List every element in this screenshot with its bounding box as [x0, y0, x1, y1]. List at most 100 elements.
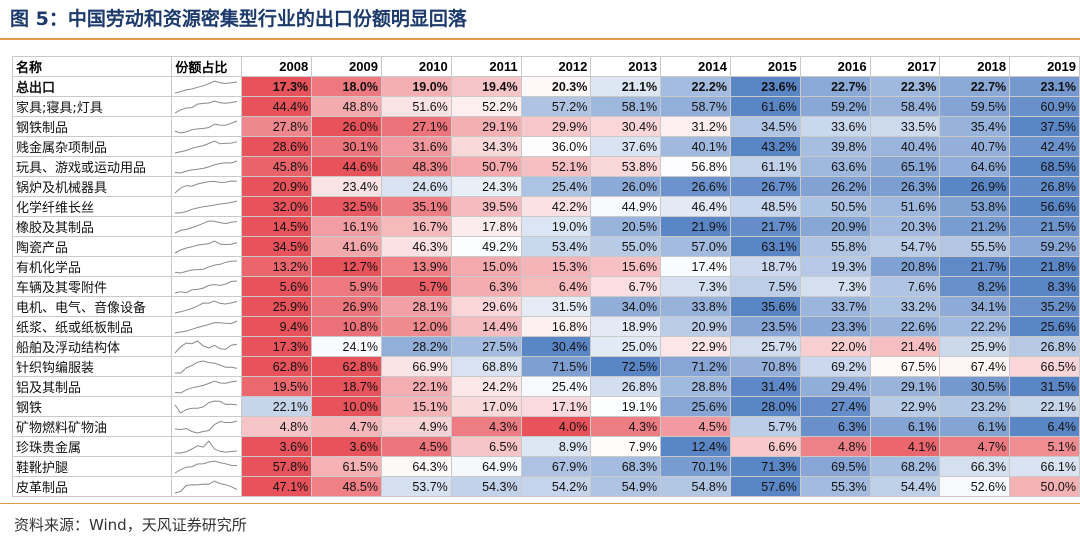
value-cell: 66.3%: [939, 456, 1011, 477]
value-cell: 3.6%: [311, 436, 382, 457]
value-cell: 5.7%: [729, 416, 801, 437]
table-row: 锅炉及机械器具 20.9% 23.4% 24.6% 24.3% 25.4% 26.0% 26.…: [11, 176, 1080, 197]
value-cell: 15.1%: [380, 396, 452, 417]
value-cell: 70.8%: [729, 356, 801, 377]
sparkline-cell: [171, 276, 243, 297]
header-year: 2013: [590, 56, 662, 77]
sparkline: [175, 179, 238, 193]
row-name: 有机化学品: [11, 256, 173, 277]
value-cell: 37.6%: [590, 136, 662, 157]
header-year: 2008: [241, 56, 313, 77]
value-cell: 29.1%: [869, 376, 941, 397]
value-cell: 33.8%: [660, 296, 731, 317]
value-cell: 22.7%: [939, 76, 1011, 97]
value-cell: 66.1%: [1009, 456, 1080, 477]
value-cell: 34.5%: [729, 116, 801, 137]
row-name: 车辆及其零附件: [11, 276, 173, 297]
table-row: 鞋靴护腿 57.8% 61.5% 64.3% 64.9% 67.9% 68.3% 70.1% 7…: [11, 456, 1080, 477]
value-cell: 29.9%: [520, 116, 592, 137]
row-name: 矿物燃料矿物油: [11, 416, 173, 437]
header-year: 2018: [939, 56, 1011, 77]
sparkline-cell: [171, 476, 243, 497]
value-cell: 13.2%: [241, 256, 313, 277]
value-cell: 12.4%: [660, 436, 731, 457]
value-cell: 10.0%: [311, 396, 382, 417]
value-cell: 39.8%: [799, 136, 871, 157]
value-cell: 20.9%: [799, 216, 871, 237]
source-note: 资料来源：Wind，天风证券研究所: [14, 516, 247, 534]
value-cell: 5.6%: [241, 276, 313, 297]
value-cell: 21.4%: [869, 336, 941, 357]
value-cell: 72.5%: [590, 356, 662, 377]
sparkline-path: [175, 479, 238, 493]
value-cell: 62.8%: [311, 356, 382, 377]
value-cell: 68.2%: [869, 456, 941, 477]
value-cell: 23.6%: [729, 76, 801, 97]
sparkline: [175, 439, 238, 453]
value-cell: 50.7%: [450, 156, 522, 177]
value-cell: 31.2%: [660, 116, 731, 137]
bottom-rule: [0, 503, 1080, 504]
value-cell: 59.2%: [1009, 236, 1080, 257]
value-cell: 53.8%: [590, 156, 662, 177]
export-share-table: 名称 份额占比 2008 2009 2010 2011 2012 2013 2014 2015 20…: [11, 56, 1080, 497]
sparkline-path: [175, 320, 238, 333]
value-cell: 25.9%: [939, 336, 1011, 357]
header-year: 2011: [450, 56, 522, 77]
value-cell: 34.1%: [939, 296, 1011, 317]
value-cell: 23.1%: [1009, 76, 1080, 97]
value-cell: 54.8%: [660, 476, 731, 497]
value-cell: 54.9%: [590, 476, 662, 497]
table-row: 贱金属杂项制品 28.6% 30.1% 31.6% 34.3% 36.0% 37.6% 40.…: [11, 136, 1080, 157]
value-cell: 60.9%: [1009, 96, 1080, 117]
value-cell: 41.6%: [311, 236, 382, 257]
value-cell: 52.2%: [450, 96, 522, 117]
value-cell: 19.1%: [590, 396, 662, 417]
value-cell: 63.6%: [799, 156, 871, 177]
value-cell: 20.3%: [520, 76, 592, 97]
header-year: 2017: [869, 56, 941, 77]
value-cell: 52.6%: [939, 476, 1011, 497]
sparkline-cell: [171, 336, 243, 357]
value-cell: 25.6%: [1009, 316, 1080, 337]
total-row: 总出口 17.3% 18.0% 19.0% 19.4% 20.3% 21.1% 22.2% 23…: [11, 76, 1080, 97]
sparkline-path: [175, 79, 238, 93]
value-cell: 66.9%: [380, 356, 452, 377]
value-cell: 61.6%: [729, 96, 801, 117]
value-cell: 6.4%: [520, 276, 592, 297]
value-cell: 8.3%: [1009, 276, 1080, 297]
value-cell: 22.0%: [799, 336, 871, 357]
sparkline: [175, 380, 238, 394]
value-cell: 18.0%: [311, 76, 382, 97]
value-cell: 22.1%: [1009, 396, 1080, 417]
sparkline: [175, 120, 238, 134]
value-cell: 15.6%: [590, 256, 662, 277]
value-cell: 64.9%: [450, 456, 522, 477]
value-cell: 46.4%: [660, 196, 731, 217]
value-cell: 4.1%: [869, 436, 941, 457]
table-row: 铝及其制品 19.5% 18.7% 22.1% 24.2% 25.4% 26.8% 28.8%…: [11, 376, 1080, 397]
value-cell: 4.7%: [939, 436, 1011, 457]
row-name: 陶瓷产品: [11, 236, 173, 257]
value-cell: 6.7%: [590, 276, 662, 297]
table-row: 橡胶及其制品 14.5% 16.1% 16.7% 17.8% 19.0% 20.5% 21.9…: [11, 216, 1080, 237]
value-cell: 22.3%: [869, 76, 941, 97]
sparkline-cell: [171, 396, 243, 417]
value-cell: 17.0%: [450, 396, 522, 417]
value-cell: 48.5%: [729, 196, 801, 217]
row-name: 钢铁制品: [11, 116, 173, 137]
value-cell: 55.8%: [799, 236, 871, 257]
header-row: 名称 份额占比 2008 2009 2010 2011 2012 2013 2014 2015 20…: [11, 56, 1080, 77]
sparkline: [175, 479, 238, 493]
value-cell: 7.6%: [869, 276, 941, 297]
value-cell: 33.5%: [869, 116, 941, 137]
value-cell: 37.5%: [1009, 116, 1080, 137]
header-year: 2016: [799, 56, 871, 77]
value-cell: 5.1%: [1009, 436, 1080, 457]
value-cell: 4.8%: [241, 416, 313, 437]
row-name: 针织钩编服装: [11, 356, 173, 377]
value-cell: 19.5%: [241, 376, 313, 397]
sparkline-path: [175, 339, 238, 353]
value-cell: 12.7%: [311, 256, 382, 277]
value-cell: 26.3%: [869, 176, 941, 197]
